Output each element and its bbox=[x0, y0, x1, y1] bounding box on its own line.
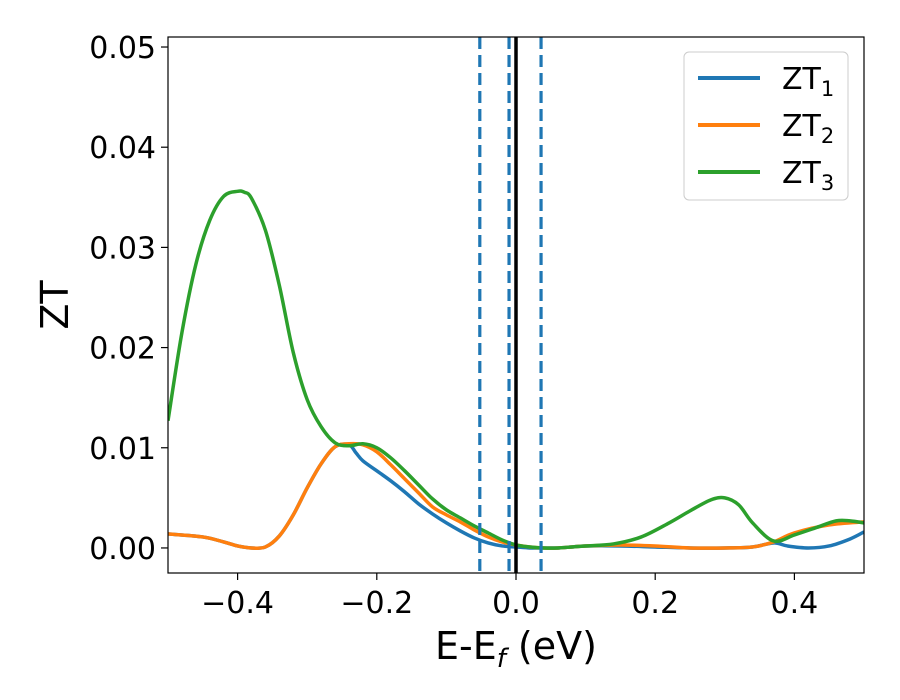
x-tick-label: 0.0 bbox=[492, 586, 540, 621]
y-tick-label: 0.02 bbox=[89, 332, 156, 367]
x-tick-label: −0.2 bbox=[340, 586, 413, 621]
x-axis-label-main: E-E bbox=[435, 624, 497, 668]
x-axis-label-subscript: f bbox=[497, 644, 510, 674]
y-axis-ticks: 0.00 0.01 0.02 0.03 0.04 0.05 bbox=[89, 31, 168, 567]
legend-subscript-zt1: 1 bbox=[821, 77, 834, 101]
x-tick-label: 0.4 bbox=[771, 586, 819, 621]
y-tick-label: 0.05 bbox=[89, 31, 156, 66]
legend-subscript-zt2: 2 bbox=[821, 124, 834, 148]
y-tick-label: 0.03 bbox=[89, 231, 156, 266]
x-axis-label: E-Ef (eV) bbox=[435, 624, 597, 674]
x-axis-label-unit: (eV) bbox=[518, 624, 597, 668]
x-axis-ticks: −0.4 −0.2 0.0 0.2 0.4 bbox=[201, 573, 818, 621]
series-line-zt3 bbox=[168, 189, 864, 550]
y-tick-label: 0.00 bbox=[89, 532, 156, 567]
legend-label-zt2: ZT2 bbox=[782, 109, 834, 148]
legend-box bbox=[683, 51, 849, 201]
series-line-zt2 bbox=[168, 441, 864, 551]
x-tick-label: −0.4 bbox=[201, 586, 274, 621]
legend: ZT1 ZT2 ZT3 bbox=[683, 51, 849, 201]
y-axis-label: ZT bbox=[33, 280, 77, 330]
y-tick-label: 0.01 bbox=[89, 432, 156, 467]
x-tick-label: 0.2 bbox=[631, 586, 679, 621]
legend-label-zt3: ZT3 bbox=[782, 156, 834, 195]
series-group bbox=[168, 189, 864, 551]
legend-label-zt1: ZT1 bbox=[782, 62, 834, 101]
legend-subscript-zt3: 3 bbox=[821, 171, 834, 195]
y-tick-label: 0.04 bbox=[89, 131, 156, 166]
vertical-lines bbox=[478, 37, 543, 573]
